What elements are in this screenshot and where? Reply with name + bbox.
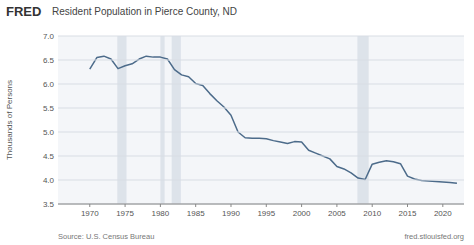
x-tick	[266, 204, 267, 207]
x-tick	[442, 204, 443, 207]
recession-band	[117, 36, 126, 204]
x-tick-label: 1985	[187, 209, 205, 218]
recession-band	[172, 36, 181, 204]
grid-line	[58, 156, 464, 157]
x-tick-label: 2005	[328, 209, 346, 218]
x-tick-label: 1975	[116, 209, 134, 218]
x-tick	[301, 204, 302, 207]
x-tick-label: 1990	[222, 209, 240, 218]
y-tick-label: 5.5	[43, 104, 55, 113]
source: Source: U.S. Census Bureau	[58, 232, 154, 241]
x-tick-label: 2020	[434, 209, 452, 218]
grid-line	[58, 132, 464, 133]
x-tick	[160, 204, 161, 207]
grid-line	[58, 180, 464, 181]
grid-line	[58, 60, 464, 61]
x-tick-label: 2015	[399, 209, 417, 218]
x-tick-label: 1970	[81, 209, 99, 218]
plot-area	[90, 36, 457, 204]
y-tick-label: 4.0	[43, 176, 55, 185]
grid-line	[58, 84, 464, 85]
grid-line	[58, 36, 464, 37]
x-tick-label: 1995	[257, 209, 275, 218]
chart: FRED Resident Population in Pierce County…	[0, 0, 474, 245]
grid-line	[58, 108, 464, 109]
x-tick-label: 1980	[151, 209, 169, 218]
y-tick-label: 4.5	[43, 152, 55, 161]
x-tick-label: 2010	[363, 209, 381, 218]
x-tick	[230, 204, 231, 207]
x-tick	[372, 204, 373, 207]
x-tick	[125, 204, 126, 207]
source-url: fred.stlouisfed.org	[404, 232, 464, 241]
x-tick	[89, 204, 90, 207]
title: Resident Population in Pierce County, ND	[52, 6, 237, 17]
x-tick	[336, 204, 337, 207]
brand: FRED	[6, 4, 41, 19]
x-tick	[195, 204, 196, 207]
y-tick-label: 3.5	[43, 200, 55, 209]
x-tick	[407, 204, 408, 207]
y-tick-label: 6.0	[43, 80, 55, 89]
grid-line	[58, 204, 464, 205]
x-tick-label: 2000	[293, 209, 311, 218]
plot-background	[58, 36, 464, 204]
data-line	[90, 56, 457, 183]
y-tick-label: 7.0	[43, 32, 55, 41]
y-tick-label: 5.0	[43, 128, 55, 137]
y-axis-label: Thousands of Persons	[5, 80, 14, 160]
y-tick-label: 6.5	[43, 56, 55, 65]
x-axis-line	[58, 204, 464, 205]
recession-band	[160, 36, 164, 204]
